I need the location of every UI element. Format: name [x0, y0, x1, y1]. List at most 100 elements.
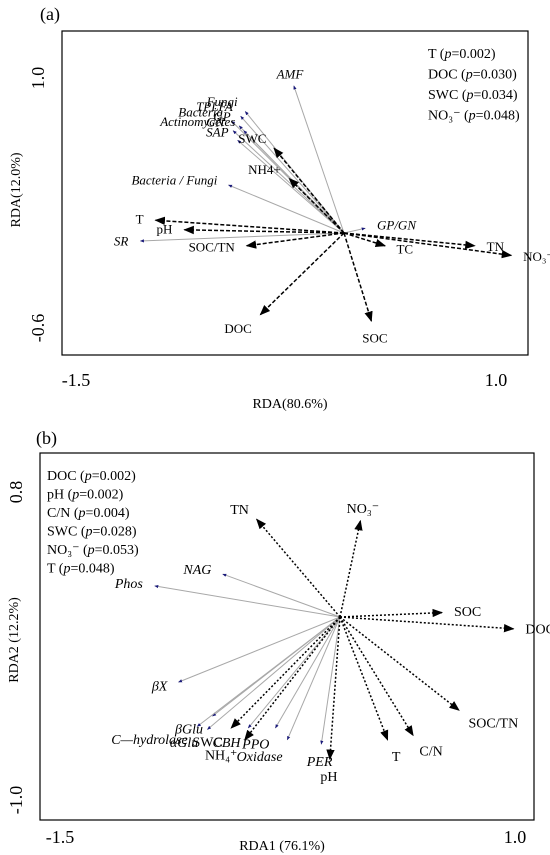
panel-b-env-arrow-doc: [339, 616, 515, 633]
panel-b-env-arrow-t: [339, 616, 389, 741]
panel-a-env-arrow-tc: [343, 232, 387, 247]
panel-b-stat-doc: DOC (p=0.002): [47, 469, 136, 484]
panel-b-env-arrow-soc-tn: [339, 616, 460, 711]
panel-a-env-label-doc: DOC: [224, 321, 251, 336]
panel-b-env-label-t: T: [392, 750, 401, 765]
panel-a-xtick-right: 1.0: [485, 370, 508, 390]
panel-a-stat-t: T (p=0.002): [428, 47, 496, 62]
panel-b-response-label-x: βX: [151, 680, 168, 695]
panel-a-xtick-left: -1.5: [62, 370, 91, 390]
panel-a-label: (a): [40, 4, 60, 25]
panel-a-env-arrow-swc: [273, 147, 345, 234]
panel-b-label: (b): [36, 428, 57, 449]
panel-b-response-arrow-per: [320, 616, 341, 745]
panel-b-response-label-c-hydrolase: C—hydrolase: [111, 733, 187, 748]
panel-a-env-label-tn: TN: [487, 239, 505, 254]
panel-b-stat-t: T (p=0.048): [47, 562, 115, 577]
panel-b-env-arrow-c-n: [339, 616, 414, 737]
panel-b-stat-ph: pH (p=0.002): [47, 488, 124, 503]
panel-a-response-arrow-amf: [293, 85, 345, 234]
panel-a-response-label-tplfa: TPLFA: [196, 99, 233, 114]
panel-b-response-label-nag: NAG: [182, 563, 211, 578]
panel-a-env-arrow-t: [154, 216, 345, 234]
panel-a-stats: T (p=0.002) DOC (p=0.030) SWC (p=0.034) NO₃…: [428, 47, 520, 124]
panel-b-env-label-swc: SWC: [192, 736, 222, 751]
panel-a-env-label-ph: pH: [157, 222, 173, 237]
panel-b-ylabel: RDA2 (12.2%): [7, 597, 22, 683]
panel-b-response-arrow-oxidase: [286, 616, 341, 741]
panel-a-arrows: AMF TPLFAFungiGPBacteriaGNActinomycetesSA…: [114, 66, 550, 345]
panel-a-stat-doc: DOC (p=0.030): [428, 68, 517, 83]
panel-b-env-arrow-nh: [244, 616, 341, 741]
panel-a-env-arrow-no: [343, 232, 513, 259]
panel-a-xlabel: RDA(80.6%): [252, 397, 327, 412]
panel-a-response-label-sr: SR: [114, 233, 129, 248]
panel-b-xtick-right: 1.0: [504, 827, 527, 847]
panel-b-env-label-soc-tn: SOC/TN: [468, 717, 518, 732]
panel-b-xtick-left: -1.5: [46, 827, 75, 847]
panel-b-env-label-nh: NH₄⁺: [205, 748, 238, 763]
panel-a-env-label-t: T: [136, 211, 144, 226]
panel-a-env-arrow-soc: [343, 232, 373, 323]
panel-b-stat-swc: SWC (p=0.028): [47, 525, 137, 540]
panel-b-stat-c-n: C/N (p=0.004): [47, 506, 130, 521]
panel-a-response-arrow-gn: [232, 130, 345, 234]
panel-b-response-label-per: PER: [306, 755, 333, 770]
panel-a-ylabel: RDA(12.0%): [9, 152, 24, 227]
panel-b-env-label-c-n: C/N: [419, 745, 442, 760]
panel-a-env-label-soc-tn: SOC/TN: [189, 239, 236, 254]
panel-a-env-label-soc: SOC: [362, 330, 387, 345]
panel-a-response-label-gp-gn: GP/GN: [377, 218, 417, 233]
panel-a-response-label-gp: GP: [213, 109, 230, 124]
panel-b-response-arrow-phos: [154, 584, 341, 618]
panel-a-env-arrow-ph: [183, 225, 345, 235]
panel-a-response-arrow-tplfa: [240, 115, 345, 234]
panel-b-stat-no: NO₃⁻ (p=0.053): [47, 543, 139, 558]
panel-a-response-arrow-gp-gn: [343, 227, 366, 234]
panel-b-response-arrow-cbh: [247, 616, 341, 729]
panel-b-ytick-bottom: -1.0: [6, 786, 26, 815]
panel-b-response-arrow-x: [178, 616, 341, 683]
panel-b-response-arrow-c-hydrolase: [196, 616, 341, 727]
panel-b-env-arrow-no: [339, 519, 363, 618]
panel-b-env-arrow-tn: [256, 518, 341, 618]
panel-b-env-arrow-soc: [339, 608, 444, 618]
panel-a-response-label-fungi: Fungi: [206, 94, 238, 109]
panel-a-env-label-no: NO₃⁻: [523, 249, 550, 264]
panel-b-response-arrow-ppo: [274, 616, 341, 729]
panel-a-response-label-gn: GN: [206, 114, 225, 129]
panel-a-response-label-sap: SAP: [206, 124, 228, 139]
panel-a-stat-no: NO₃⁻ (p=0.048): [428, 109, 520, 124]
panel-a-env-arrow-nh4: [288, 177, 345, 234]
panel-b-response-label-oxidase: Oxidase: [237, 750, 283, 765]
panel-a-frame: [61, 30, 529, 356]
panel-a-ytick-bottom: -0.6: [28, 314, 48, 343]
panel-a-response-arrow-bacteria-fungi: [228, 184, 345, 234]
panel-a-env-label-swc: SWC: [238, 131, 266, 146]
panel-b-frame: [39, 452, 535, 821]
panel-a-response-label-bacteria: Bacteria: [178, 105, 223, 120]
panel-a-response-arrow-sr: [139, 232, 345, 243]
panel-b-env-label-tn: TN: [230, 503, 249, 518]
panel-a-stat-swc: SWC (p=0.034): [428, 88, 518, 103]
panel-a-env-arrow-doc: [259, 232, 345, 316]
panel-b-response-label-phos: Phos: [114, 577, 144, 592]
panel-a-env-arrow-soc-tn: [245, 232, 345, 249]
panel-b-response-label-cbh: CBH: [213, 736, 242, 751]
panel-b-env-label-soc: SOC: [454, 605, 481, 620]
panel-b-response-label-glu: βGlu: [174, 723, 203, 738]
panel-a-response-label-bacteria-fungi: Bacteria / Fungi: [131, 172, 217, 187]
panel-b-ytick-top: 0.8: [6, 481, 26, 504]
panel-b-response-arrow-nag: [222, 573, 341, 618]
panel-b-stats: DOC (p=0.002) pH (p=0.002) C/N (p=0.004) SW…: [47, 469, 139, 577]
panel-b-env-label-no: NO₃⁻: [347, 502, 380, 517]
panel-b-env-arrow-swc: [230, 616, 341, 729]
panel-a: (a) RDA(12.0%) RDA(80.6%) 1.0 -0.6 -1.5 …: [9, 4, 550, 412]
panel-a-ytick-top: 1.0: [28, 67, 48, 90]
panel-b-response-arrow-glu: [207, 616, 341, 730]
panel-b-env-label-doc: DOC: [525, 623, 550, 638]
panel-a-env-label-tc: TC: [396, 241, 413, 256]
panel-b-response-label-ppo: PPO: [241, 737, 269, 752]
